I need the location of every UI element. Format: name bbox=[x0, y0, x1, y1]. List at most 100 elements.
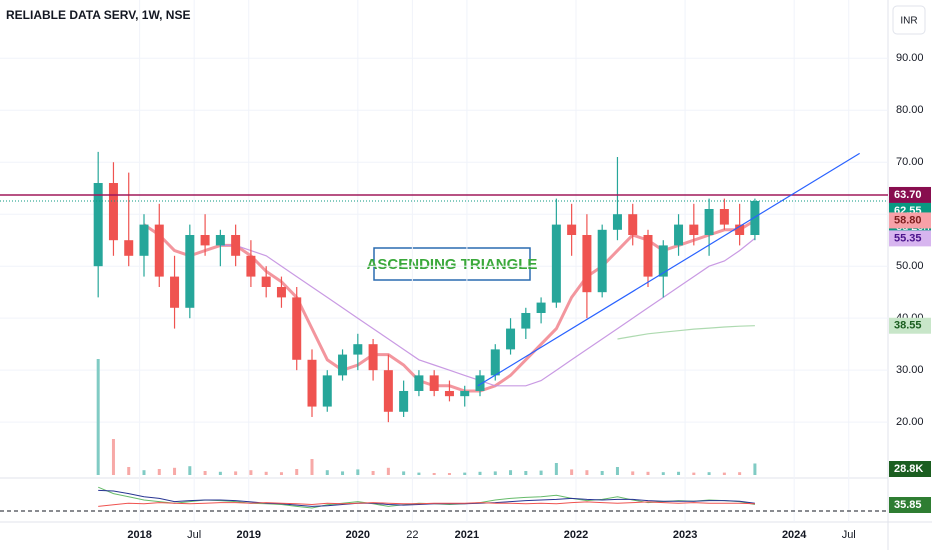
candle bbox=[582, 214, 592, 319]
resistance-label-bg bbox=[889, 186, 931, 203]
candle-body bbox=[643, 235, 653, 277]
y-tick-label: 30.00 bbox=[896, 364, 924, 376]
volume-bar bbox=[142, 470, 146, 475]
candle bbox=[551, 198, 561, 308]
candle-body bbox=[154, 224, 164, 277]
x-tick-label: 2024 bbox=[782, 529, 807, 541]
candle bbox=[154, 203, 164, 287]
candle-body bbox=[322, 375, 332, 407]
candle bbox=[368, 338, 378, 381]
candle-body bbox=[689, 224, 699, 235]
candle bbox=[399, 380, 409, 417]
volume-bar bbox=[524, 471, 528, 475]
candle-body bbox=[521, 312, 531, 329]
candle-body bbox=[368, 344, 378, 371]
candle bbox=[689, 203, 699, 246]
candle bbox=[108, 162, 118, 256]
y-tick-label: 70.00 bbox=[896, 156, 924, 168]
candle-body bbox=[399, 390, 409, 412]
candle-body bbox=[490, 349, 500, 376]
candle-body bbox=[551, 224, 561, 303]
volume-bar bbox=[509, 470, 513, 475]
volume-bar bbox=[615, 467, 619, 475]
candle bbox=[338, 349, 348, 381]
candle bbox=[261, 266, 271, 298]
candle bbox=[246, 240, 256, 287]
candle-body bbox=[414, 375, 424, 391]
volume-bar bbox=[554, 463, 558, 475]
volume-bar bbox=[295, 469, 299, 475]
candle bbox=[521, 307, 531, 339]
currency-label[interactable]: INR bbox=[900, 16, 917, 27]
candle bbox=[460, 385, 470, 407]
volume-label-bg bbox=[889, 461, 931, 477]
volume-bar bbox=[600, 471, 604, 475]
volume-bar bbox=[218, 471, 222, 475]
volume-bar bbox=[341, 471, 345, 475]
y-tick-label: 90.00 bbox=[896, 52, 924, 64]
candle bbox=[124, 172, 134, 267]
volume-bar bbox=[173, 467, 177, 475]
volume-bar bbox=[325, 470, 329, 475]
ma-label: 55.35 bbox=[894, 232, 922, 244]
candle-body bbox=[276, 286, 286, 298]
volume-bar bbox=[417, 472, 421, 475]
moving-average bbox=[617, 325, 755, 340]
x-tick-label: 2019 bbox=[236, 529, 260, 541]
oscillator-label-bg bbox=[889, 497, 931, 513]
candle-body bbox=[338, 354, 348, 376]
candle-body bbox=[108, 183, 118, 241]
candle bbox=[200, 214, 210, 256]
ma-label: 58.80 bbox=[894, 214, 922, 226]
candle bbox=[567, 203, 577, 256]
candle-body bbox=[429, 375, 439, 391]
volume-bar bbox=[402, 471, 406, 475]
candle bbox=[735, 203, 745, 246]
volume-bar bbox=[478, 471, 482, 475]
candle bbox=[292, 286, 302, 371]
ma-label-bg bbox=[889, 230, 931, 247]
currency-button[interactable] bbox=[892, 5, 926, 35]
ma-label-bg bbox=[889, 212, 931, 229]
volume-bar bbox=[356, 469, 360, 475]
x-tick-label: 2021 bbox=[455, 529, 479, 541]
candle-body bbox=[567, 224, 577, 235]
candle bbox=[628, 203, 638, 246]
candle-body bbox=[750, 200, 760, 235]
candle-body bbox=[124, 240, 134, 256]
candle-body bbox=[444, 390, 454, 397]
chart-title: RELIABLE DATA SERV, 1W, NSE bbox=[6, 8, 190, 22]
candle-body bbox=[460, 390, 470, 397]
volume-bar bbox=[157, 469, 161, 475]
candle bbox=[307, 349, 317, 417]
volume-label: 28.8K bbox=[894, 463, 923, 475]
x-tick-label: Jul bbox=[842, 529, 856, 541]
volume-bar bbox=[753, 463, 757, 475]
candle bbox=[444, 380, 454, 402]
annotation: ASCENDING TRIANGLE bbox=[367, 256, 538, 273]
candle-body bbox=[307, 359, 317, 407]
candle-body bbox=[93, 183, 103, 267]
candle bbox=[353, 333, 363, 371]
candle-body bbox=[139, 224, 149, 256]
candle-body bbox=[475, 375, 485, 391]
candle-body bbox=[292, 297, 302, 360]
x-tick-label: Jul bbox=[187, 529, 201, 541]
volume-bar bbox=[111, 439, 115, 475]
candle-body bbox=[597, 229, 607, 293]
candle bbox=[322, 370, 332, 412]
volume-bar bbox=[539, 470, 543, 475]
x-tick-label: 2023 bbox=[673, 529, 697, 541]
candle bbox=[185, 224, 195, 319]
moving-average bbox=[220, 237, 756, 387]
volume-bar bbox=[203, 471, 207, 475]
candle bbox=[231, 224, 241, 267]
volume-bar bbox=[371, 471, 375, 475]
volume-bar bbox=[310, 459, 314, 475]
volume-bar bbox=[493, 471, 497, 475]
candle bbox=[276, 276, 286, 308]
volume-bar bbox=[677, 471, 681, 475]
candle bbox=[170, 255, 180, 329]
candle-body bbox=[674, 224, 684, 246]
trendline bbox=[477, 152, 860, 387]
